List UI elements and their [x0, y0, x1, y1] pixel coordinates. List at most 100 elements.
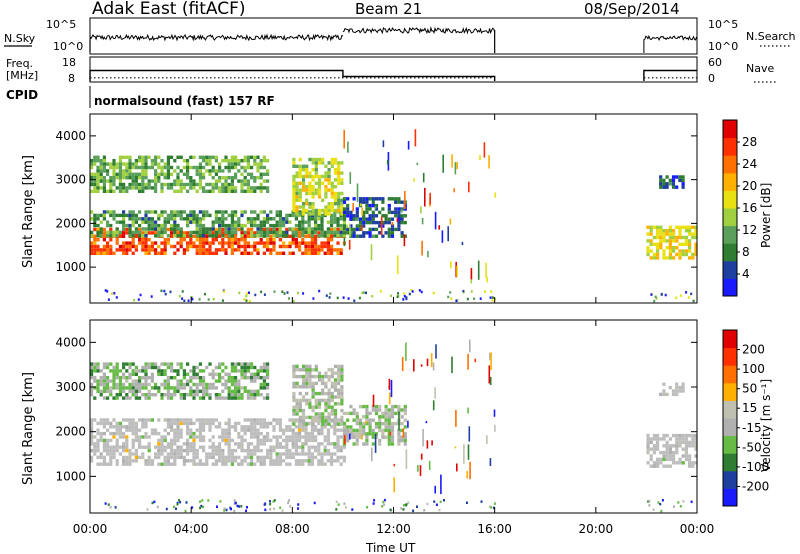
velocity-cell [192, 438, 196, 443]
power-near-speckle [449, 291, 452, 294]
power-cell [138, 159, 142, 163]
freq-right-tick-bottom: 0 [708, 72, 715, 85]
power-cell [272, 241, 276, 245]
power-cell [298, 188, 302, 192]
power-cell [106, 179, 110, 183]
power-cell [170, 231, 174, 235]
velocity-streak [374, 433, 377, 453]
velocity-cell [295, 364, 299, 369]
velocity-cell [192, 389, 196, 393]
velocity-cell [128, 418, 132, 422]
power-near-speckle [329, 292, 332, 295]
velocity-cell [227, 428, 231, 432]
power-cell [195, 234, 199, 238]
velocity-cell [109, 386, 113, 390]
velocity-scatter-band [659, 382, 685, 397]
velocity-cell [195, 393, 199, 397]
velocity-cell [134, 379, 138, 383]
power-cell [311, 195, 315, 199]
velocity-cell [684, 454, 688, 458]
power-cell [163, 182, 167, 187]
velocity-colorbar-swatch [723, 365, 737, 384]
power-cell [112, 162, 116, 166]
power-colorbar-tick-label: 24 [742, 157, 757, 171]
velocity-cell [305, 364, 309, 369]
velocity-cell [292, 381, 296, 386]
velocity-near-speckle [382, 500, 385, 504]
velocity-cell [355, 435, 359, 439]
power-cell [125, 176, 129, 180]
velocity-cell [224, 421, 228, 426]
power-near-speckle [473, 297, 476, 300]
velocity-cell [147, 435, 151, 439]
power-cell [381, 214, 385, 218]
velocity-cell [327, 402, 331, 406]
velocity-cell [694, 461, 698, 465]
power-streak [347, 141, 349, 153]
velocity-cell [182, 382, 186, 387]
velocity-cell [221, 382, 225, 387]
velocity-cell [371, 442, 375, 446]
velocity-cell [173, 459, 177, 463]
power-cell [138, 189, 142, 193]
velocity-cell [125, 379, 129, 383]
velocity-cell [304, 459, 308, 463]
velocity-cell [154, 452, 158, 456]
power-cell [649, 256, 653, 260]
velocity-cell [192, 369, 196, 373]
power-cell [96, 244, 100, 249]
velocity-cell [301, 395, 306, 399]
power-cell [659, 235, 663, 240]
velocity-cell [154, 386, 158, 390]
velocity-cell [138, 379, 142, 383]
power-cell [224, 251, 228, 255]
power-cell [163, 227, 167, 231]
power-cell [298, 223, 302, 228]
power-cell [176, 213, 180, 218]
power-cell [333, 195, 338, 199]
velocity-cell [694, 437, 698, 441]
velocity-cell [90, 369, 94, 373]
velocity-cell [330, 405, 334, 409]
velocity-cell [285, 455, 289, 460]
velocity-cell [115, 448, 119, 453]
power-streak [429, 192, 431, 205]
velocity-cell [681, 433, 685, 438]
velocity-streak [426, 440, 429, 449]
velocity-cell [176, 452, 180, 456]
velocity-cell [250, 459, 254, 463]
power-cell [659, 232, 663, 236]
power-cell [240, 244, 244, 249]
velocity-cell [141, 455, 145, 460]
power-cell [681, 178, 685, 183]
power-cell [298, 157, 302, 162]
power-cell [374, 220, 379, 225]
velocity-cell [269, 448, 273, 453]
velocity-cell [324, 402, 328, 406]
power-cell [397, 220, 401, 225]
power-cell [387, 227, 391, 232]
velocity-cell [358, 432, 363, 436]
power-panel-frame [89, 113, 698, 304]
velocity-cell [112, 445, 116, 449]
velocity-cell [160, 445, 164, 449]
velocity-cell [90, 459, 94, 463]
power-cell [144, 220, 148, 224]
power-cell [144, 238, 148, 242]
velocity-near-speckle [146, 508, 149, 511]
power-cell [218, 162, 222, 166]
velocity-cell [205, 459, 209, 463]
velocity-cell [211, 462, 215, 466]
power-cell [122, 210, 126, 214]
power-cell [221, 248, 225, 252]
velocity-cell [202, 376, 206, 380]
power-cell [90, 165, 94, 170]
velocity-cell [278, 435, 282, 439]
power-cell [269, 227, 273, 232]
velocity-cell [675, 450, 679, 455]
power-cell [333, 230, 337, 235]
power-cell [102, 234, 106, 238]
velocity-cell [122, 386, 126, 390]
velocity-cell [403, 442, 407, 446]
power-cell [122, 155, 126, 159]
